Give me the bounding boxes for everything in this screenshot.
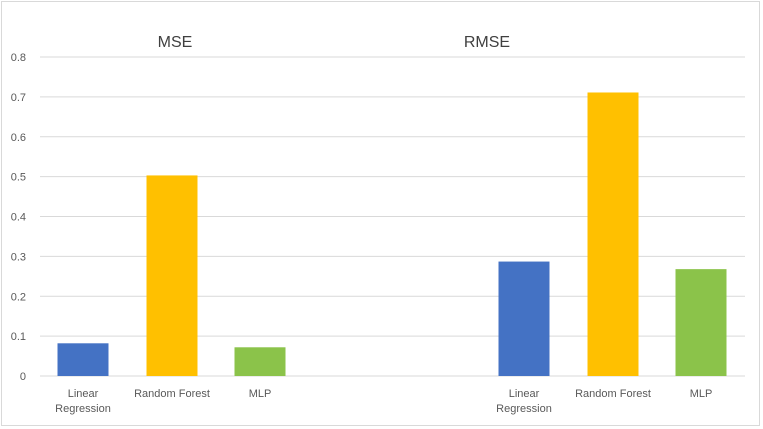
- group-title: MSE: [158, 34, 193, 51]
- x-tick-label: Random Forest: [134, 388, 210, 400]
- x-tick-label: MLP: [690, 388, 713, 400]
- y-tick-label: 0.5: [11, 172, 26, 184]
- x-tick-label: Random Forest: [575, 388, 651, 400]
- y-tick-label: 0.7: [11, 92, 26, 104]
- y-tick-label: 0.6: [11, 132, 26, 144]
- y-tick-label: 0.4: [11, 212, 26, 224]
- group-title: RMSE: [464, 34, 510, 51]
- x-tick-label: MLP: [249, 388, 272, 400]
- bar: [587, 92, 639, 377]
- bar: [675, 269, 727, 376]
- bar: [498, 261, 550, 376]
- x-tick-label: Regression: [496, 403, 552, 415]
- x-tick-label: Regression: [55, 403, 111, 415]
- bar: [146, 175, 198, 376]
- bar: [234, 347, 286, 376]
- y-tick-label: 0.3: [11, 251, 26, 263]
- y-tick-label: 0.2: [11, 291, 26, 303]
- x-tick-label: Linear: [509, 388, 540, 400]
- bar: [57, 343, 109, 376]
- y-tick-label: 0.8: [11, 52, 26, 64]
- y-tick-label: 0: [20, 371, 26, 383]
- y-tick-label: 0.1: [11, 331, 26, 343]
- x-tick-label: Linear: [68, 388, 99, 400]
